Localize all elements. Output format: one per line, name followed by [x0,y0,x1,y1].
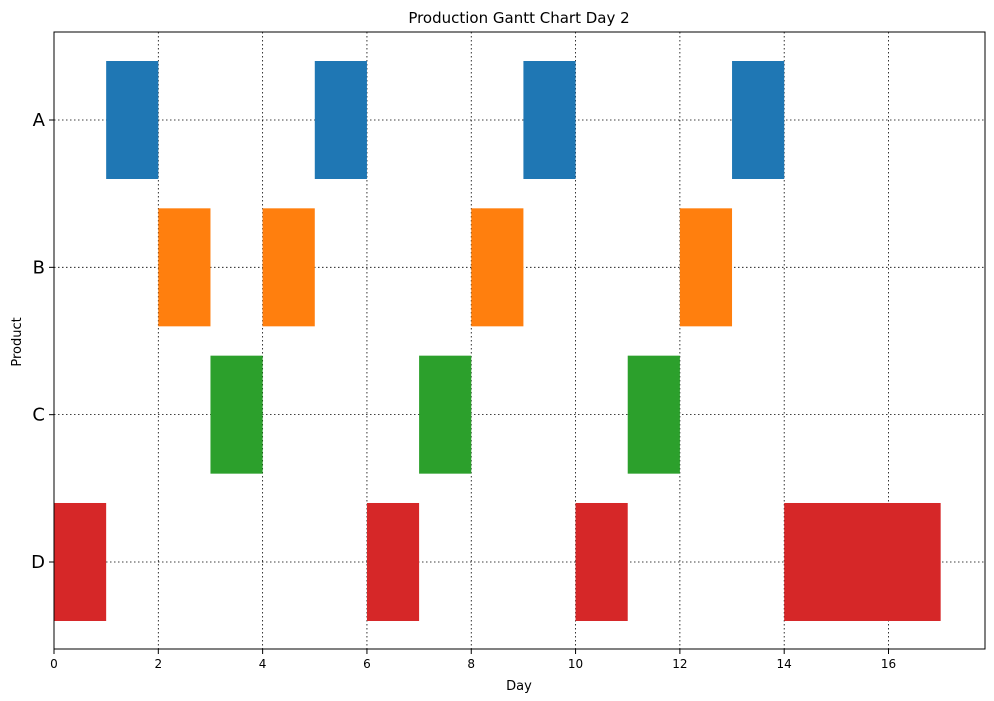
task-bar-d [784,502,941,621]
task-bar-a [106,61,159,179]
task-bar-b [158,208,211,327]
x-axis-ticks: 0 2 4 6 8 10 12 14 16 [50,649,896,671]
plot-area-frame [53,31,986,650]
y-tick-label: C [32,405,45,426]
task-bar-c [210,355,263,474]
task-bar-a [523,61,576,179]
x-tick-label: 6 [363,657,371,671]
x-tick-label: 14 [777,657,792,671]
y-tick-label: A [33,110,46,131]
task-bar-d [366,502,420,621]
task-bars [54,61,941,621]
x-tick-label: 12 [672,657,687,671]
task-bar-a [314,61,367,179]
x-tick-label: 4 [259,657,267,671]
x-tick-label: 16 [881,657,896,671]
task-bar-d [54,502,107,621]
task-bar-d [575,502,628,621]
x-tick-label: 8 [467,657,475,671]
task-bar-c [627,355,680,474]
task-bar-a [732,61,785,179]
task-bar-c [419,355,472,474]
task-bar-b [471,208,524,327]
x-axis-label: Day [506,679,532,694]
task-bar-b [262,208,315,327]
chart-title: Production Gantt Chart Day 2 [408,9,629,27]
y-tick-label: B [33,257,45,278]
x-tick-label: 2 [154,657,162,671]
y-axis-label: Product [10,317,25,366]
x-tick-label: 0 [50,657,58,671]
x-tick-label: 10 [568,657,583,671]
y-axis-ticks: A B C D [31,110,54,573]
y-tick-label: D [31,552,45,573]
task-bar-b [679,208,733,327]
